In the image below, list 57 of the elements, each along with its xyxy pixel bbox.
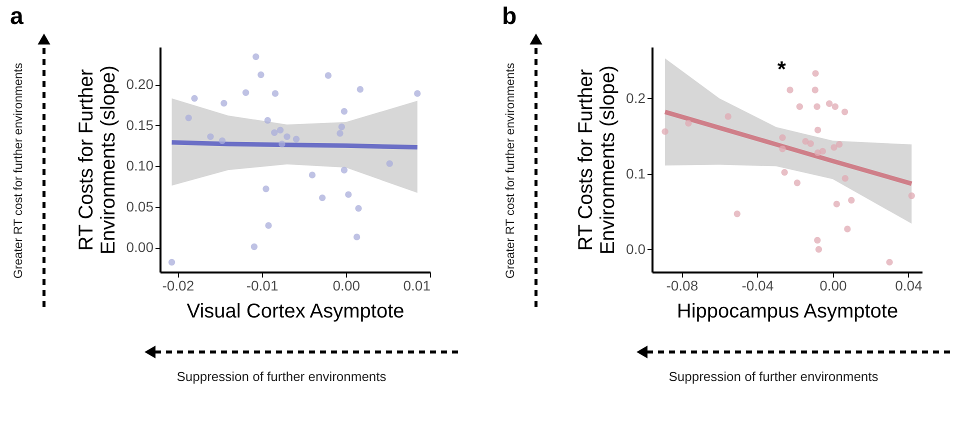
point <box>886 258 893 266</box>
x-tick-label: -0.04 <box>742 278 774 294</box>
y-axis-title: RT Costs for Further Environments (slope) <box>75 66 120 254</box>
point <box>724 113 732 120</box>
point <box>836 141 843 148</box>
y-tick-label: 0.00 <box>126 239 154 256</box>
y-tick-label: 0.05 <box>126 198 154 214</box>
y-tick-label: 0.1 <box>626 165 646 182</box>
text: Greater RT cost for further environments <box>503 62 517 279</box>
point <box>844 226 851 232</box>
text: Suppression of further environments <box>668 369 879 384</box>
point <box>842 175 849 182</box>
y-axis-title: RT Costs for Further Environments (slope) <box>575 66 620 254</box>
point <box>779 146 786 152</box>
point <box>685 120 692 127</box>
chart-title: b <box>502 3 517 30</box>
point <box>812 70 819 77</box>
point <box>779 134 786 141</box>
point <box>786 86 794 94</box>
y-tick-label: 0.0 <box>626 240 646 257</box>
text: Suppression of further environments <box>176 369 387 384</box>
annotation: * <box>777 56 786 82</box>
point <box>807 140 814 147</box>
point <box>832 103 838 110</box>
point <box>830 144 838 151</box>
x-tick-label: 0.01 <box>403 278 431 294</box>
x-tick-label: -0.02 <box>162 278 194 294</box>
point <box>814 126 822 134</box>
x-tick-label: 0.04 <box>895 278 923 294</box>
x-tick-label: 0.00 <box>332 278 360 294</box>
point <box>826 100 833 107</box>
point <box>814 236 821 244</box>
point <box>794 180 801 186</box>
y-tick-label: 0.15 <box>126 116 154 133</box>
point <box>815 246 822 253</box>
text: Greater RT cost for further environments <box>11 62 25 279</box>
point <box>812 86 818 94</box>
point <box>819 148 826 155</box>
point <box>781 168 788 176</box>
point <box>848 196 855 204</box>
y-tick-label: 0.20 <box>126 76 154 92</box>
point <box>833 200 840 208</box>
point <box>662 128 668 135</box>
x-tick-label: -0.08 <box>666 278 698 294</box>
x-axis-title: Visual Cortex Asymptote <box>186 300 404 322</box>
x-tick-label: -0.01 <box>246 278 278 294</box>
x-tick-label: 0.00 <box>820 278 848 294</box>
line-series <box>662 110 914 186</box>
x-axis-title: Hippocampus Asymptote <box>676 300 898 322</box>
point <box>908 192 915 200</box>
y-tick-label: 0.2 <box>626 90 646 106</box>
y-tick-label: 0.10 <box>126 158 154 174</box>
point <box>796 103 804 110</box>
point <box>734 210 741 218</box>
point <box>814 103 820 110</box>
point <box>841 108 848 116</box>
chart-title: a <box>10 3 24 30</box>
